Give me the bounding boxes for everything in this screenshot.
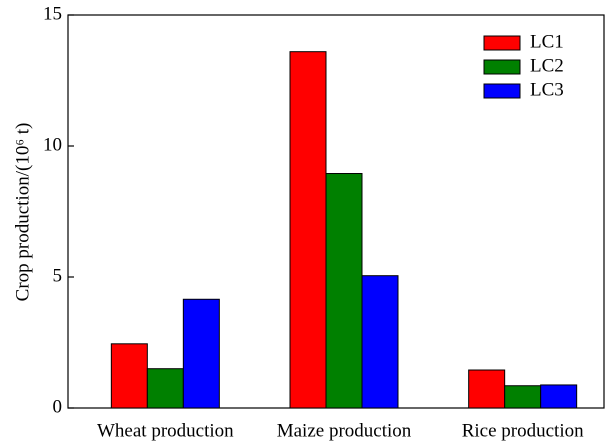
y-tick-label: 5: [53, 265, 63, 286]
legend-label: LC3: [530, 79, 564, 100]
y-tick-label: 0: [53, 396, 63, 417]
legend-label: LC1: [530, 31, 564, 52]
y-tick-label: 15: [43, 3, 62, 24]
legend-swatch: [483, 35, 521, 51]
y-tick-label: 10: [43, 134, 62, 155]
bar: [110, 343, 148, 409]
bar: [325, 173, 363, 409]
bar: [468, 369, 506, 409]
bar: [540, 384, 578, 409]
y-axis-label: Crop production/(10⁶ t): [12, 123, 33, 302]
legend-swatch: [483, 83, 521, 99]
bar: [182, 298, 220, 409]
x-tick-label: Maize production: [277, 420, 412, 441]
bar: [504, 385, 542, 409]
legend-label: LC2: [530, 55, 564, 76]
legend-swatch: [483, 59, 521, 75]
bar: [289, 51, 327, 409]
x-tick-label: Rice production: [462, 420, 584, 441]
bar: [361, 275, 399, 409]
bar: [146, 368, 184, 409]
x-tick-label: Wheat production: [97, 420, 234, 441]
